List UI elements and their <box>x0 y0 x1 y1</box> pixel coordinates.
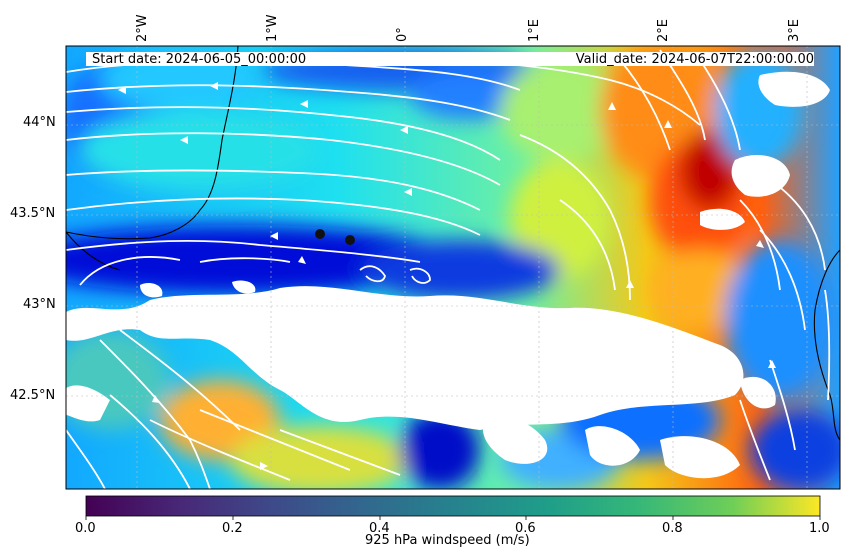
observation-markers <box>315 229 355 245</box>
marker-1 <box>315 229 325 239</box>
lon-label-1w: 1°W <box>265 14 280 42</box>
lon-label-2w: 2°W <box>135 14 150 42</box>
marker-2 <box>345 235 355 245</box>
lon-label-2e: 2°E <box>656 19 671 42</box>
map-frame <box>65 45 841 490</box>
lat-label-43-5n: 43.5°N <box>10 206 56 221</box>
graticule <box>66 46 840 489</box>
colorbar-tick-5: 1.0 <box>809 521 830 536</box>
lat-label-43n: 43°N <box>23 297 56 312</box>
start-date-label: Start date: 2024-06-05_00:00:00 <box>92 52 307 67</box>
lon-label-1e: 1°E <box>527 19 542 42</box>
colorbar-tick-4: 0.8 <box>662 521 683 536</box>
lon-label-0: 0° <box>395 27 410 42</box>
colorbar-label: 925 hPa windspeed (m/s) <box>365 533 530 548</box>
streamlines <box>66 49 831 489</box>
colorbar-tick-0: 0.0 <box>75 521 96 536</box>
lat-label-44n: 44°N <box>23 115 56 130</box>
header-band <box>86 52 814 66</box>
masked-terrain <box>66 71 830 479</box>
colorbar-tick-2: 0.4 <box>369 521 390 536</box>
colorbar-tick-3: 0.6 <box>515 521 536 536</box>
wind-field <box>66 46 840 489</box>
colorbar <box>85 495 821 517</box>
lon-label-3e: 3°E <box>787 19 802 42</box>
colorbar-ticks <box>85 516 821 520</box>
streamline-arrows <box>118 82 776 470</box>
colorbar-tick-1: 0.2 <box>222 521 243 536</box>
lat-label-42-5n: 42.5°N <box>10 388 56 403</box>
valid-date-label: Valid_date: 2024-06-07T22:00:00.00 <box>575 52 814 67</box>
